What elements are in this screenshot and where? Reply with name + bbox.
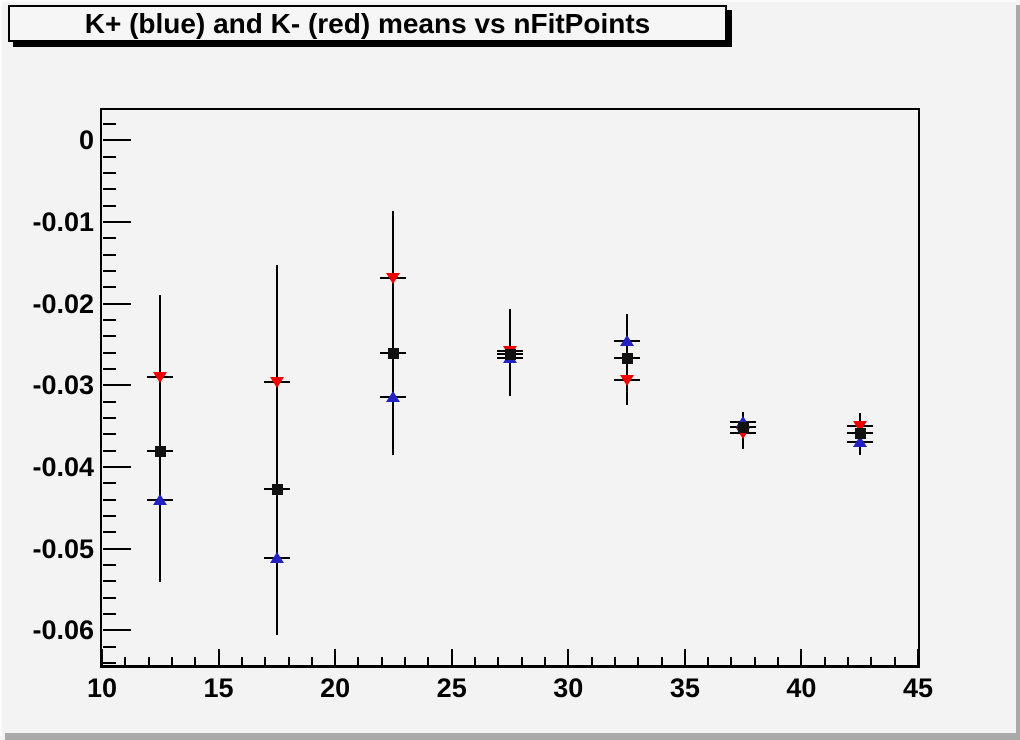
title-pave: K+ (blue) and K- (red) means vs nFitPoin… <box>8 5 727 42</box>
y-axis-tick-label: 0 <box>78 125 94 156</box>
canvas-edge-right <box>1016 5 1020 740</box>
x-axis-tick-label: 35 <box>669 673 700 703</box>
canvas-edge-top <box>0 0 1016 2</box>
y-axis-tick-label: -0.02 <box>32 288 94 319</box>
plot-frame <box>100 108 920 668</box>
canvas-edge-left <box>0 0 2 736</box>
x-axis-tick-label: 45 <box>902 673 934 703</box>
y-axis-tick-label: -0.01 <box>32 206 94 237</box>
y-axis-tick-label: -0.03 <box>32 370 94 401</box>
x-axis-tick-label: 20 <box>320 673 351 703</box>
x-axis-tick-label: 40 <box>786 673 817 703</box>
y-axis-tick-label: -0.04 <box>32 451 94 482</box>
chart-title: K+ (blue) and K- (red) means vs nFitPoin… <box>84 7 651 39</box>
x-axis-tick-label: 25 <box>436 673 467 703</box>
x-axis-tick-label: 30 <box>553 673 584 703</box>
x-axis-tick-label: 10 <box>86 673 118 703</box>
x-axis-tick-label: 15 <box>203 673 234 703</box>
y-axis-tick-label: -0.06 <box>32 615 94 646</box>
y-axis-tick-label: -0.05 <box>32 533 94 564</box>
canvas-edge-bottom <box>5 733 1020 740</box>
